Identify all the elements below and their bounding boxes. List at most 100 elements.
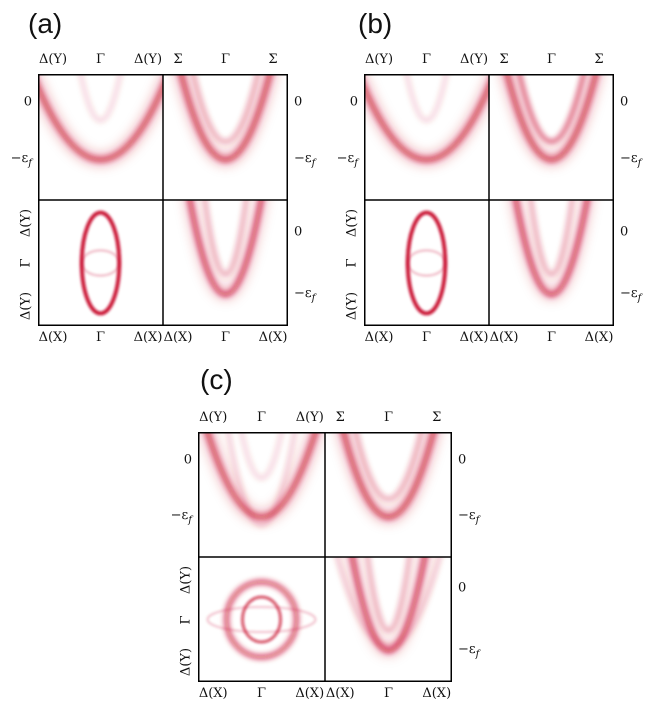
subplot-dispersion-x (185, 200, 266, 299)
band-faint (239, 432, 284, 480)
energy-tick-zero-right-bottom: 0 (458, 580, 467, 596)
subplot-dispersion-sigma (502, 74, 601, 165)
tick-label-top-ticks-right-1: Γ (220, 52, 231, 67)
figure-panel-c: Δ(Y) Γ Δ(Y) Σ Γ Σ Δ(X) Γ Δ(X) Δ(X) Γ Δ(X) 0 −εf 0 −εf 0−… (171, 410, 480, 701)
subplot-fermi-surface (405, 210, 448, 316)
energy-tick-ef-right-bottom: −εf (294, 285, 316, 304)
tick-label-top-ticks-left-1: Γ (421, 52, 432, 67)
band-faint (79, 74, 122, 122)
fermi-contour-faint (80, 249, 121, 277)
tick-label-bottom-ticks-right-2: Δ(X) (258, 330, 288, 345)
tick-label-top-ticks-left-0: Δ(Y) (199, 410, 228, 425)
energy-tick-ef: −εf (10, 150, 32, 169)
tick-label-bottom-ticks-right-1: Γ (383, 686, 394, 701)
tick-label-top-ticks-left-2: Δ(Y) (459, 52, 489, 67)
tick-label-bottom-ticks-left-2: Δ(X) (459, 330, 489, 345)
fermi-contour (224, 580, 299, 659)
energy-tick-zero: 0 (183, 452, 192, 467)
spectral-function-plot (198, 432, 452, 682)
band-main (513, 200, 590, 297)
energy-tick-ef-right-top: −εf (620, 150, 642, 169)
tick-label-top-ticks-right-0: Σ (499, 52, 509, 67)
tick-label-bottom-ticks-left-1: Γ (95, 330, 106, 345)
energy-tick-ef-right-top: −εf (458, 508, 480, 526)
energy-tick-ef: −εf (336, 150, 358, 169)
band-faint (405, 74, 448, 122)
subplot-dispersion-x (335, 557, 442, 656)
energy-tick-zero-right-top: 0 (458, 452, 467, 467)
subplot-fermi-surface (79, 210, 122, 316)
band-main (205, 432, 318, 519)
tick-label-top-ticks-right-1: Γ (383, 410, 394, 425)
energy-tick-zero: 0 (23, 94, 32, 110)
band-inner (191, 74, 260, 144)
subplot-dispersion-y (38, 74, 163, 165)
tick-label-bottom-ticks-left-1: Γ (421, 330, 432, 345)
tick-label-top-ticks-right-2: Σ (268, 52, 278, 67)
spectral-function-plot (364, 74, 614, 326)
energy-tick-ef-right-top: −εf (294, 150, 316, 169)
tick-label-top-ticks-left-1: Γ (256, 410, 267, 425)
band-inner (517, 74, 586, 144)
fermi-contour (405, 210, 448, 316)
tick-label-bottom-ticks-left-0: Δ(X) (38, 330, 68, 345)
panel-label-c: (c) (200, 364, 233, 395)
band-inner (203, 200, 248, 276)
subplot-dispersion-sigma (338, 432, 439, 522)
fermi-contour-inner (240, 595, 283, 644)
tick-label-bottom-ticks-right-1: Γ (546, 330, 557, 345)
tick-label-bottom-ticks-right-0: Δ(X) (489, 330, 519, 345)
tick-label-top-ticks-left-0: Δ(Y) (364, 52, 394, 67)
k-tick-left-1: Γ (18, 258, 34, 268)
tick-label-top-ticks-right-2: Σ (432, 410, 442, 425)
energy-tick-zero: 0 (349, 94, 358, 110)
tick-label-top-ticks-right-0: Σ (335, 410, 345, 425)
band-main (38, 82, 163, 162)
figure-panel-a: Δ(Y) Γ Δ(Y) Σ Γ Σ Δ(X) Γ Δ(X) Δ(X) Γ Δ(X) 0 −εf 0 −εf 0−… (11, 52, 316, 345)
band-inner (354, 432, 423, 501)
subplot-fermi-surface (206, 580, 317, 659)
tick-label-bottom-ticks-right-1: Γ (220, 330, 231, 345)
band-main (179, 74, 272, 162)
subplot-dispersion-x (511, 200, 592, 299)
tick-label-bottom-ticks-left-1: Γ (256, 686, 267, 701)
k-tick-left-2: Δ(Y) (18, 291, 34, 320)
tick-label-bottom-ticks-left-0: Δ(X) (364, 330, 394, 345)
band-main (350, 557, 427, 653)
band-inner (529, 200, 574, 276)
band-main (341, 432, 436, 519)
k-tick-left-1: Γ (344, 258, 360, 268)
tick-label-bottom-ticks-left-2: Δ(X) (295, 686, 325, 701)
band-main (364, 82, 489, 162)
energy-tick-ef-right-bottom: −εf (620, 285, 642, 304)
k-tick-left-0: Δ(Y) (178, 565, 194, 594)
panel-label-a: (a) (28, 8, 63, 39)
tick-label-bottom-ticks-left-0: Δ(X) (198, 686, 228, 701)
band-outer (335, 557, 442, 649)
tick-label-top-ticks-right-2: Σ (594, 52, 604, 67)
fermi-contour-faint (206, 606, 317, 633)
tick-label-bottom-ticks-right-0: Δ(X) (325, 686, 355, 701)
tick-label-top-ticks-left-0: Δ(Y) (38, 52, 68, 67)
band-inner (366, 557, 411, 633)
tick-label-top-ticks-left-2: Δ(Y) (295, 410, 324, 425)
subplot-dispersion-y (202, 432, 321, 527)
panel-label-b: (b) (358, 8, 393, 39)
tick-label-top-ticks-right-1: Γ (546, 52, 557, 67)
band-main (187, 200, 264, 297)
subplot-dispersion-y (364, 74, 489, 165)
k-tick-left-1: Γ (178, 614, 194, 625)
energy-tick-zero-right-bottom: 0 (294, 224, 303, 239)
k-tick-left-0: Δ(Y) (344, 208, 360, 237)
tick-label-top-ticks-left-1: Γ (95, 52, 106, 67)
energy-tick-zero-right-top: 0 (294, 94, 303, 110)
spectral-function-plot (38, 74, 288, 326)
k-tick-left-2: Δ(Y) (344, 291, 360, 320)
tick-label-top-ticks-right-0: Σ (173, 52, 183, 67)
k-tick-left-2: Δ(Y) (178, 647, 194, 677)
band-faint-2 (226, 432, 297, 527)
subplot-dispersion-sigma (176, 74, 275, 165)
fermi-contour (79, 210, 122, 316)
tick-label-bottom-ticks-right-0: Δ(X) (163, 330, 193, 345)
tick-label-bottom-ticks-right-2: Δ(X) (422, 686, 452, 701)
